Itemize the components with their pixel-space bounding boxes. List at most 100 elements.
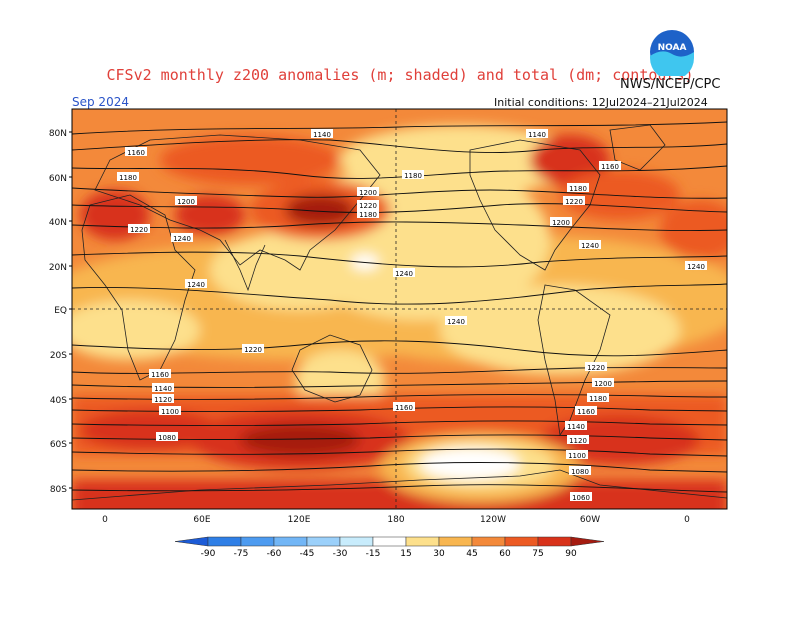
contour-label: 1140 <box>565 421 587 431</box>
colorbar-tick-label: 45 <box>466 549 477 559</box>
lat-label: 80S <box>50 485 67 495</box>
lon-label: 120W <box>480 515 506 525</box>
contour-label: 1160 <box>393 402 415 412</box>
colorbar-tick-label: -60 <box>267 549 282 559</box>
colorbar: -90 -75 -60 -45 -30 -15 15 30 45 60 75 90 <box>174 536 605 559</box>
colorbar-tick-label: -30 <box>333 549 348 559</box>
lon-label: 0 <box>102 515 108 525</box>
lon-label: 60E <box>193 515 210 525</box>
svg-text:1240: 1240 <box>173 235 191 243</box>
svg-text:1160: 1160 <box>601 163 619 171</box>
contour-label: 1180 <box>402 170 424 180</box>
colorbar-tick-label: 30 <box>433 549 445 559</box>
colorbar-tick-label: 15 <box>400 549 411 559</box>
lat-label: 60N <box>49 174 67 184</box>
svg-text:1160: 1160 <box>395 404 413 412</box>
lat-label: 60S <box>50 440 67 450</box>
contour-label: 1200 <box>592 378 614 388</box>
lat-label: 20N <box>49 263 67 273</box>
lat-label: 80N <box>49 129 67 139</box>
contour-label: 1180 <box>117 172 139 182</box>
colorbar-swatch <box>438 536 473 547</box>
contour-label: 1060 <box>570 492 592 502</box>
svg-text:1180: 1180 <box>119 174 137 182</box>
svg-text:1180: 1180 <box>569 185 587 193</box>
lon-label: 120E <box>288 515 311 525</box>
contour-label: 1140 <box>311 129 333 139</box>
noaa-logo: NOAA <box>650 30 694 76</box>
contour-label: 1240 <box>393 268 415 278</box>
contour-label: 1240 <box>685 261 707 271</box>
svg-text:1120: 1120 <box>154 396 172 404</box>
contour-label: 1220 <box>128 224 150 234</box>
colorbar-swatch <box>537 536 572 547</box>
svg-text:1060: 1060 <box>572 494 590 502</box>
svg-text:1220: 1220 <box>359 202 377 210</box>
svg-text:1140: 1140 <box>567 423 585 431</box>
latitude-ticks <box>69 131 72 489</box>
contour-label: 1180 <box>587 393 609 403</box>
contour-label: 1220 <box>242 344 264 354</box>
contour-label: 1180 <box>567 183 589 193</box>
contour-label: 1240 <box>171 233 193 243</box>
svg-text:1220: 1220 <box>130 226 148 234</box>
colorbar-tick-label: -90 <box>201 549 216 559</box>
colorbar-swatch <box>240 536 275 547</box>
svg-text:1080: 1080 <box>158 434 176 442</box>
colorbar-swatch <box>372 536 407 547</box>
contour-label: 1080 <box>156 432 178 442</box>
contour-label: 1160 <box>599 161 621 171</box>
latitude-axis: 80N 60N 40N 20N EQ 20S 40S 60S 80S <box>49 129 67 495</box>
svg-text:1140: 1140 <box>154 385 172 393</box>
colorbar-tick-label: -45 <box>300 549 315 559</box>
lat-label: EQ <box>54 306 67 316</box>
contour-label: 1200 <box>550 217 572 227</box>
contour-label: 1100 <box>159 406 181 416</box>
reference-lines <box>72 109 727 509</box>
colorbar-tick-label: 60 <box>499 549 511 559</box>
svg-text:1220: 1220 <box>587 364 605 372</box>
svg-text:1080: 1080 <box>571 468 589 476</box>
agency-label: NWS/NCEP/CPC <box>620 77 721 92</box>
svg-text:1160: 1160 <box>151 371 169 379</box>
contour-label: 1140 <box>152 383 174 393</box>
contour-label: 1220 <box>585 362 607 372</box>
contour-label: 1220 <box>563 196 585 206</box>
contour-label: 1160 <box>149 369 171 379</box>
svg-text:1180: 1180 <box>589 395 607 403</box>
lon-label: 180 <box>387 515 404 525</box>
svg-text:1140: 1140 <box>313 131 331 139</box>
svg-text:1240: 1240 <box>447 318 465 326</box>
colorbar-tick-label: 90 <box>565 549 577 559</box>
valid-month-label: Sep 2024 <box>72 95 129 109</box>
colorbar-swatch <box>273 536 308 547</box>
lat-label: 20S <box>50 351 67 361</box>
svg-text:1240: 1240 <box>395 270 413 278</box>
svg-text:1100: 1100 <box>161 408 179 416</box>
colorbar-tick-label: -75 <box>234 549 249 559</box>
svg-text:1140: 1140 <box>528 131 546 139</box>
svg-text:NOAA: NOAA <box>658 43 687 53</box>
lon-label: 0 <box>684 515 690 525</box>
svg-text:1200: 1200 <box>177 198 195 206</box>
coastlines <box>72 124 727 501</box>
colorbar-swatch <box>570 536 605 547</box>
contour-label: 1100 <box>566 450 588 460</box>
contour-label: 1080 <box>569 466 591 476</box>
svg-text:1160: 1160 <box>127 149 145 157</box>
contour-label: 1160 <box>125 147 147 157</box>
lat-label: 40S <box>50 396 67 406</box>
svg-text:1240: 1240 <box>581 242 599 250</box>
contour-label: 1120 <box>152 394 174 404</box>
contour-label: 1140 <box>526 129 548 139</box>
svg-text:1220: 1220 <box>565 198 583 206</box>
svg-text:1100: 1100 <box>568 452 586 460</box>
contour-label: 1180 <box>357 209 379 219</box>
colorbar-swatch <box>339 536 374 547</box>
colorbar-tick-label: 75 <box>532 549 543 559</box>
contour-label: 1160 <box>575 406 597 416</box>
contour-label: 1240 <box>185 279 207 289</box>
svg-text:1200: 1200 <box>594 380 612 388</box>
contour-label: 1240 <box>445 316 467 326</box>
